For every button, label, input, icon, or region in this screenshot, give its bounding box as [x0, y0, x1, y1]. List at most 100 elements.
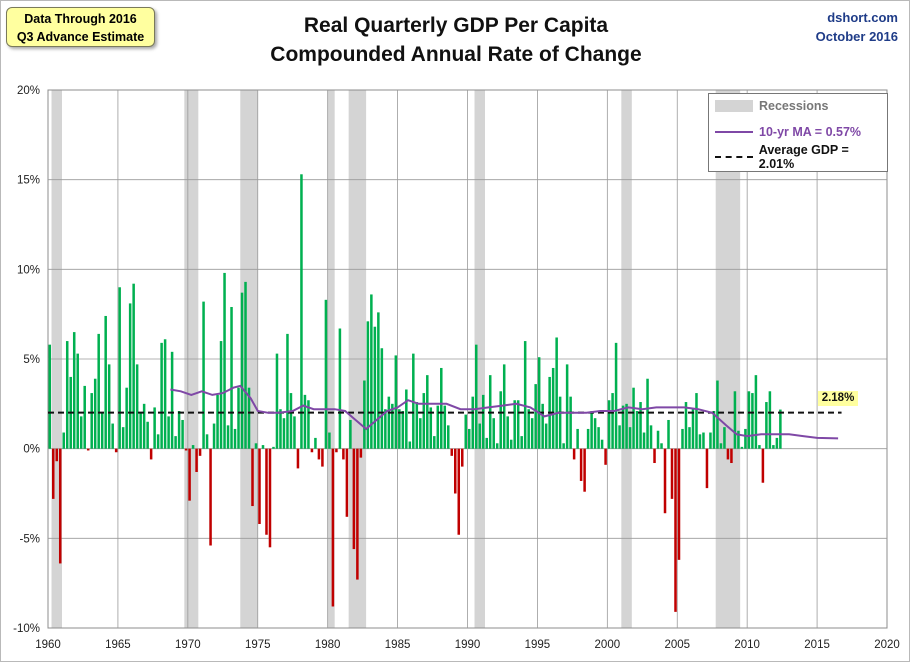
x-tick-label: 1975 — [245, 639, 271, 651]
gdp-bar — [709, 432, 712, 449]
gdp-bar — [495, 443, 499, 449]
gdp-bar — [667, 419, 670, 449]
x-tick-label: 1990 — [455, 639, 481, 651]
gdp-bar — [600, 439, 604, 449]
gdp-bar — [363, 380, 366, 449]
gdp-bar — [331, 448, 335, 607]
gdp-bar — [604, 448, 607, 465]
source-line1: dshort.com — [827, 10, 898, 25]
gdp-bar — [286, 333, 289, 449]
gdp-bar — [307, 400, 310, 449]
gdp-bar — [625, 403, 628, 449]
gdp-bar — [688, 427, 691, 449]
note-line1: Data Through 2016 — [24, 12, 137, 26]
gdp-bar — [426, 375, 429, 449]
gdp-bar — [747, 391, 751, 449]
gdp-bar — [775, 437, 779, 449]
gdp-bar — [65, 341, 69, 449]
title-line1: Real Quarterly GDP Per Capita — [303, 14, 609, 37]
source-line2: October 2016 — [815, 29, 898, 44]
gdp-bar — [314, 437, 317, 449]
y-tick-label: -5% — [20, 533, 40, 545]
gdp-bar — [744, 428, 747, 449]
gdp-bar — [149, 448, 153, 460]
gdp-bar — [765, 402, 768, 449]
gdp-bar — [279, 409, 282, 449]
gdp-bar — [719, 443, 723, 449]
gdp-bar — [607, 400, 611, 449]
gdp-bar — [111, 423, 114, 449]
recession-swatch — [715, 100, 753, 112]
gdp-bar — [422, 393, 426, 449]
gdp-bar — [72, 332, 76, 449]
x-tick-label: 2000 — [595, 639, 621, 651]
ma-swatch — [715, 131, 753, 133]
gridlines — [47, 89, 888, 629]
title-line2: Compounded Annual Rate of Change — [270, 43, 642, 66]
x-tick-label: 1970 — [175, 639, 201, 651]
gdp-bar — [205, 434, 209, 449]
gdp-bar — [86, 448, 90, 451]
x-tick-label: 2015 — [804, 639, 830, 651]
gdp-bar — [632, 387, 635, 449]
gdp-bar — [188, 448, 191, 501]
gdp-bar — [303, 394, 307, 449]
gdp-bar — [394, 355, 398, 449]
gdp-bars — [48, 174, 782, 612]
gdp-bar — [541, 403, 544, 449]
gdp-bar — [212, 423, 216, 449]
gdp-bar — [586, 428, 590, 449]
gdp-bar — [142, 403, 146, 449]
gdp-bar — [502, 364, 506, 449]
gdp-bar — [366, 321, 370, 449]
gdp-bar — [121, 427, 125, 449]
gdp-bar — [415, 402, 419, 449]
y-tick-label: 0% — [23, 444, 40, 456]
gdp-bar — [282, 418, 286, 449]
gdp-bar — [537, 357, 541, 449]
x-tick-label: 1985 — [385, 639, 411, 651]
gdp-bar — [167, 416, 170, 449]
gdp-bar — [677, 448, 681, 560]
gdp-bar — [146, 421, 149, 449]
gdp-bar — [751, 393, 754, 449]
gdp-bar — [520, 436, 523, 449]
gdp-bar — [209, 448, 212, 546]
gdp-bar — [219, 341, 223, 449]
x-tick-label: 2005 — [664, 639, 690, 651]
gdp-bar — [135, 364, 139, 449]
gdp-bar — [128, 303, 132, 449]
gdp-bar — [698, 434, 702, 449]
legend-item-ma: 10-yr MA = 0.57% — [715, 123, 861, 141]
gdp-bar — [656, 430, 660, 449]
gdp-bar — [272, 446, 275, 449]
gdp-bar — [405, 389, 408, 449]
gdp-bar — [62, 432, 65, 449]
axis-ticks: 1960 1965 1970 1975 1980 1985 1990 1995 2000 2005… — [13, 85, 900, 651]
gdp-bar — [660, 443, 663, 449]
y-tick-label: 5% — [23, 354, 40, 366]
gdp-bar — [419, 418, 422, 449]
gdp-bar — [408, 441, 412, 449]
gdp-bar — [261, 445, 265, 449]
gdp-bar — [572, 448, 576, 460]
gdp-bar — [569, 396, 572, 449]
gdp-bar — [328, 432, 331, 449]
gdp-bar — [170, 351, 174, 449]
gdp-bar — [772, 445, 775, 449]
gdp-bar — [433, 436, 436, 449]
gdp-bar — [153, 407, 156, 449]
gdp-bar — [681, 428, 684, 449]
gdp-bar — [240, 292, 244, 449]
gdp-bar — [198, 448, 202, 456]
gdp-bar — [107, 364, 111, 449]
gdp-bar — [523, 341, 527, 449]
gdp-bar — [544, 423, 548, 449]
gdp-bar — [324, 299, 328, 449]
gdp-bar — [481, 394, 485, 449]
data-through-note: Data Through 2016 Q3 Advance Estimate — [6, 7, 155, 47]
gdp-bar — [478, 423, 481, 449]
gdp-bar — [649, 425, 653, 449]
gdp-bar — [558, 396, 562, 449]
